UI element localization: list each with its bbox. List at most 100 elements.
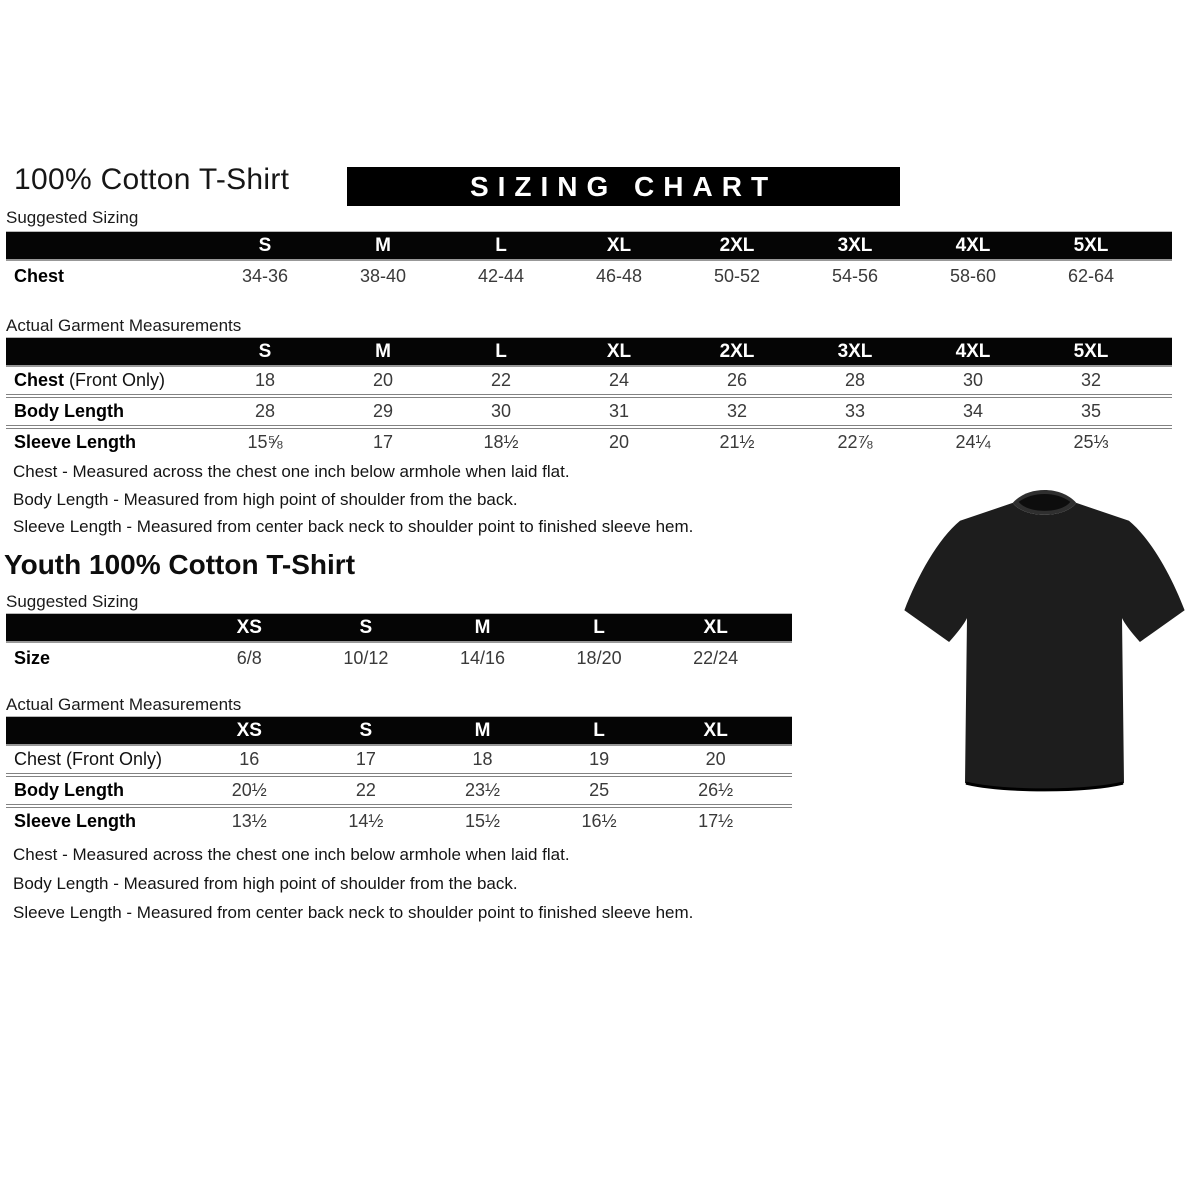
measurement-value: 18½: [483, 432, 519, 452]
measurement-value: 32: [726, 401, 748, 421]
row-label-main: Chest: [14, 370, 65, 390]
table-row-size: Size 6/8 10/12 14/16 18/20 22/24: [6, 643, 792, 674]
row-label: Chest: [14, 266, 65, 286]
measurement-value: 16½: [581, 811, 617, 831]
note-chest: Chest - Measured across the chest one in…: [13, 462, 570, 481]
measurement-value: 34-36: [241, 266, 289, 286]
measurement-value: 28: [844, 370, 866, 390]
row-label: Chest (Front Only): [14, 749, 163, 769]
size-column-header: XS: [236, 719, 262, 741]
youth-garment-table: XS S M L XL Chest (Front Only) 16 17 18 …: [6, 716, 792, 835]
table-row-sleeve-length: Sleeve Length 15⅝ 17 18½ 20 21½ 22⅞ 24¼ …: [6, 425, 1172, 456]
measurement-value: 18: [472, 749, 493, 769]
measurement-value: 20: [372, 370, 394, 390]
row-label: Chest (Front Only): [6, 370, 206, 391]
size-column-header: 4XL: [955, 340, 991, 362]
size-column-header: L: [593, 719, 605, 741]
tshirt-neck-opening: [1018, 493, 1071, 511]
size-column-header: L: [495, 340, 507, 362]
youth-section-title: Youth 100% Cotton T-Shirt: [4, 549, 356, 580]
measurement-value: 21½: [719, 432, 755, 452]
measurement-value: 23½: [464, 780, 500, 800]
table-row-chest-front-only: Chest (Front Only) 18 20 22 24 26 28 30 …: [6, 367, 1172, 394]
size-column-header: S: [258, 340, 272, 362]
table-row-body-length: Body Length 20½ 22 23½ 25 26½: [6, 773, 792, 804]
measurement-value: 17½: [698, 811, 734, 831]
measurement-value: 16: [239, 749, 260, 769]
black-tshirt-image: [904, 489, 1185, 792]
measurement-value: 24¼: [955, 432, 991, 452]
measurement-value: 31: [608, 401, 630, 421]
measurement-value: 46-48: [595, 266, 643, 286]
size-column-header: L: [495, 234, 507, 256]
measurement-value: 25: [589, 780, 610, 800]
measurement-value: 22: [490, 370, 512, 390]
table-row-sleeve-length: Sleeve Length 13½ 14½ 15½ 16½ 17½: [6, 804, 792, 835]
note-body-length: Body Length - Measured from high point o…: [13, 489, 518, 509]
measurement-value: 26: [726, 370, 748, 390]
measurement-value: 17: [355, 749, 376, 769]
measurement-value: 18/20: [576, 648, 622, 668]
measurement-value: 13½: [231, 811, 267, 831]
size-column-header: 2XL: [719, 340, 755, 362]
adult-measurement-notes: Chest - Measured across the chest one in…: [13, 458, 693, 541]
banner-text: SIZING CHART: [469, 170, 778, 202]
measurement-value: 22: [355, 780, 376, 800]
size-column-header: 4XL: [955, 234, 991, 256]
note-sleeve-length: Sleeve Length - Measured from center bac…: [13, 903, 694, 922]
measurement-value: 25⅓: [1073, 432, 1109, 452]
size-column-header: S: [258, 234, 272, 256]
adult-garment-body: Chest (Front Only) 18 20 22 24 26 28 30 …: [6, 367, 1172, 456]
table-row-chest-front-only: Chest (Front Only) 16 17 18 19 20: [6, 746, 792, 773]
measurement-value: 15⅝: [247, 432, 283, 452]
note-body-length: Body Length - Measured from high point o…: [13, 874, 518, 893]
youth-garment-body: Chest (Front Only) 16 17 18 19 20 Body L…: [6, 746, 792, 835]
measurement-value: 14/16: [459, 648, 505, 668]
measurement-value: 42-44: [477, 266, 525, 286]
measurement-value: 33: [844, 401, 866, 421]
size-column-header: L: [593, 616, 605, 638]
measurement-value: 30: [962, 370, 984, 390]
row-label: Sleeve Length: [14, 811, 137, 831]
sizing-chart-banner: SIZING CHART: [347, 167, 900, 206]
row-label: Sleeve Length: [14, 432, 137, 452]
measurement-value: 32: [1080, 370, 1102, 390]
adult-garment-table: S M L XL 2XL 3XL 4XL 5XL Chest (Front On…: [6, 337, 1172, 456]
measurement-value: 54-56: [831, 266, 879, 286]
measurement-value: 30: [490, 401, 512, 421]
measurement-value: 10/12: [343, 648, 389, 668]
youth-suggested-sizing-label: Suggested Sizing: [6, 592, 139, 611]
size-column-header: 2XL: [719, 234, 755, 256]
measurement-value: 22⅞: [837, 432, 873, 452]
size-column-header: XS: [236, 616, 262, 638]
page-title: 100% Cotton T-Shirt: [14, 163, 290, 196]
measurement-value: 29: [372, 401, 394, 421]
measurement-value: 18: [254, 370, 276, 390]
size-column-header: 3XL: [837, 340, 873, 362]
youth-garment-measurements-label: Actual Garment Measurements: [6, 695, 242, 714]
row-label-suffix: (Front Only): [64, 370, 166, 390]
size-column-header: M: [474, 719, 491, 741]
note-chest: Chest - Measured across the chest one in…: [13, 845, 570, 864]
tshirt-silhouette: [904, 502, 1185, 791]
measurement-value: 20: [705, 749, 726, 769]
measurement-value: 20½: [231, 780, 267, 800]
row-label: Body Length: [14, 780, 124, 800]
measurement-value: 14½: [348, 811, 384, 831]
measurement-value: 17: [372, 432, 394, 452]
adult-suggested-table: S M L XL 2XL 3XL 4XL 5XL Chest 34-36 38-…: [6, 231, 1172, 292]
measurement-value: 35: [1080, 401, 1102, 421]
size-column-header: M: [375, 340, 391, 362]
adult-suggested-header-row: S M L XL 2XL 3XL 4XL 5XL: [6, 231, 1172, 261]
size-column-header: M: [474, 616, 491, 638]
measurement-value: 20: [608, 432, 630, 452]
measurement-value: 58-60: [949, 266, 997, 286]
row-label: Size: [14, 648, 51, 668]
size-column-header: XL: [606, 340, 632, 362]
adult-garment-header-row: S M L XL 2XL 3XL 4XL 5XL: [6, 337, 1172, 367]
adult-garment-measurements-label: Actual Garment Measurements: [6, 316, 242, 335]
measurement-value: 22/24: [693, 648, 739, 668]
measurement-value: 15½: [464, 811, 500, 831]
measurement-value: 62-64: [1067, 266, 1115, 286]
